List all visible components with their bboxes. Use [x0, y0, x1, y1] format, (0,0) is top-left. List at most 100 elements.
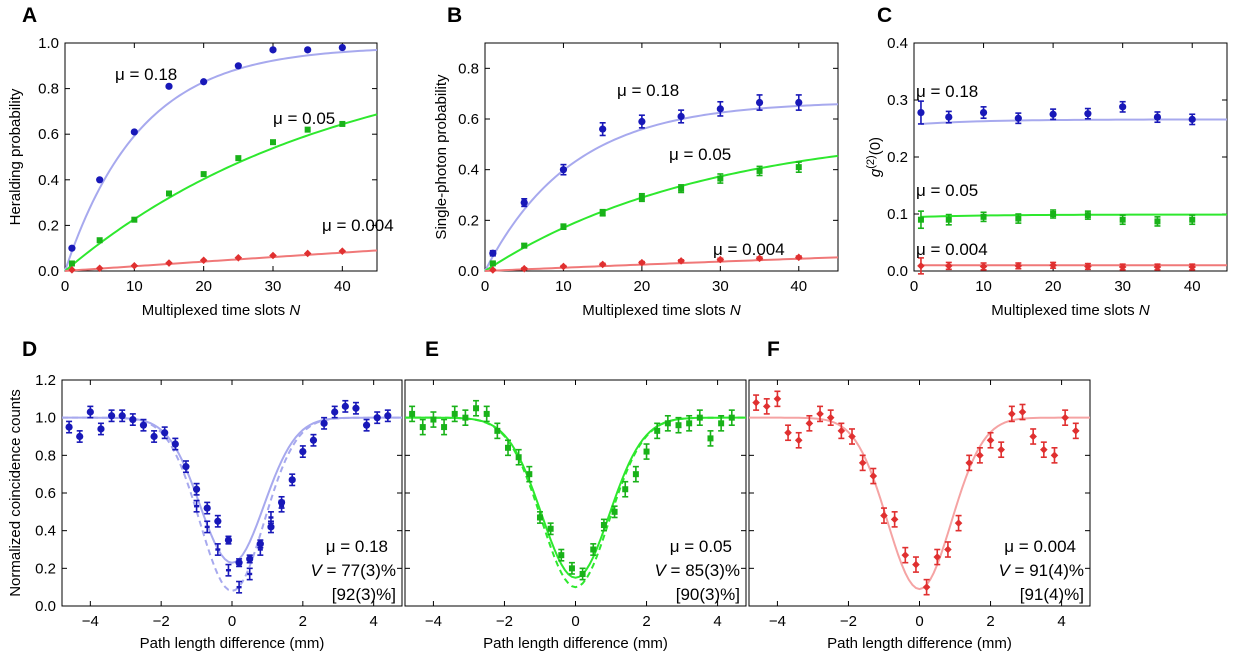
data-point: [483, 410, 490, 417]
data-point: [954, 519, 963, 527]
y-tick-label: 0.1: [887, 206, 908, 223]
visibility-value: 85(3)%: [685, 561, 740, 580]
data-point: [494, 427, 501, 434]
x-tick-label: 30: [265, 278, 282, 295]
data-point: [520, 199, 528, 207]
series-label: μ = 0.18: [617, 81, 679, 100]
data-point: [234, 253, 243, 262]
data-point: [560, 223, 567, 230]
data-point: [979, 108, 988, 117]
series-label: μ = 0.18: [115, 65, 177, 84]
y-tick-label: 0.0: [458, 263, 479, 280]
data-point: [489, 260, 496, 267]
data-point: [622, 486, 629, 493]
data-point: [716, 255, 725, 264]
data-point: [520, 264, 529, 273]
x-tick-label: −4: [769, 613, 786, 630]
data-point: [441, 424, 448, 431]
data-point: [1008, 410, 1016, 418]
fit-curve: [64, 49, 378, 272]
data-point: [199, 256, 208, 265]
data-point: [130, 261, 139, 270]
data-point: [1153, 263, 1162, 271]
data-point: [880, 511, 888, 520]
data-point: [677, 257, 685, 265]
data-point: [678, 185, 685, 192]
data-point: [1118, 263, 1127, 271]
data-point: [1061, 413, 1069, 422]
data-point: [299, 447, 307, 456]
data-point: [1084, 262, 1092, 271]
x-axis-title-var: N: [289, 302, 300, 319]
y-tick-label: 1.0: [35, 410, 56, 427]
data-point: [643, 448, 650, 455]
data-point: [944, 545, 952, 554]
data-point: [686, 420, 693, 427]
panel-label: F: [767, 338, 780, 361]
data-point: [95, 264, 104, 273]
x-tick-label: 20: [1045, 278, 1062, 295]
data-point: [182, 463, 190, 471]
x-tick-label: 4: [369, 613, 377, 630]
y-tick-label: 0.0: [38, 263, 59, 280]
data-point: [858, 459, 867, 467]
x-tick-label: 20: [195, 278, 212, 295]
data-point: [338, 43, 346, 52]
series-0: [484, 94, 839, 272]
mu-annotation: μ = 0.18: [326, 537, 388, 556]
x-axis-title: Path length difference (mm): [827, 635, 1012, 652]
x-tick-label: 30: [712, 278, 729, 295]
data-point: [1071, 427, 1080, 435]
y-tick-label: 0.2: [887, 149, 908, 166]
data-point: [235, 559, 243, 567]
series-0: [64, 43, 378, 272]
panel-label: B: [447, 4, 462, 27]
data-point: [917, 216, 924, 223]
series-1: [917, 209, 1227, 230]
series-label: μ = 0.05: [916, 181, 978, 200]
y-tick-label: 0.2: [458, 212, 479, 229]
x-tick-label: 4: [713, 613, 721, 630]
y-tick-label: 0.8: [35, 447, 56, 464]
x-tick-label: 40: [334, 278, 351, 295]
data-point: [1119, 103, 1127, 111]
data-point-corrected: [279, 504, 285, 508]
y-axis-title: Single-photon probability: [433, 74, 450, 240]
data-point: [997, 445, 1005, 454]
data-point: [331, 408, 339, 416]
data-point: [718, 420, 725, 427]
data-point: [755, 254, 764, 263]
x-tick-label: 30: [1114, 278, 1131, 295]
x-tick-label: 20: [634, 278, 651, 295]
series-1: [484, 154, 839, 272]
data-point: [837, 427, 846, 435]
fit-curve: [484, 154, 839, 272]
data-point: [68, 260, 75, 267]
data-point: [756, 167, 763, 174]
data-point: [234, 62, 242, 70]
x-tick-label: 4: [1057, 613, 1065, 630]
data-point: [171, 440, 179, 448]
data-point: [161, 429, 169, 437]
series-1: [64, 113, 378, 272]
data-point: [816, 410, 824, 418]
data-point: [696, 414, 703, 421]
data-point: [1084, 212, 1091, 219]
series-label: μ = 0.004: [916, 240, 988, 259]
data-point: [352, 404, 360, 412]
data-point-corrected: [236, 585, 242, 589]
y-axis-title: Normalized coincidence counts: [7, 389, 24, 597]
data-point: [600, 522, 607, 529]
x-axis-title-var: N: [1139, 302, 1150, 319]
data-point-corrected: [204, 525, 210, 529]
data-point: [1188, 115, 1196, 123]
corrected-visibility-annotation: [92(3)%]: [332, 585, 396, 604]
x-tick-label: 2: [299, 613, 307, 630]
data-point: [826, 413, 835, 422]
fit-curve: [64, 249, 378, 272]
data-point: [214, 517, 222, 525]
data-point: [65, 423, 73, 431]
data-point: [1154, 218, 1161, 225]
x-tick-label: 2: [642, 613, 650, 630]
data-point: [1040, 445, 1048, 454]
